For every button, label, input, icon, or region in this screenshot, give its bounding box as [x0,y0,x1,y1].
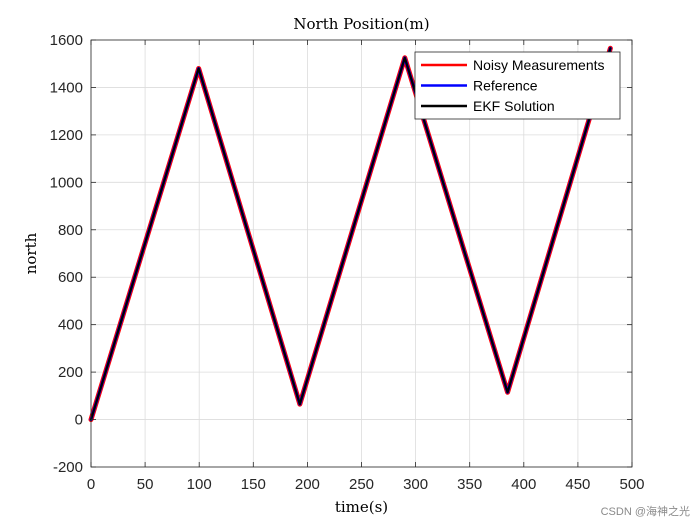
x-tick-label: 0 [87,476,95,493]
y-tick-label: 0 [75,412,83,429]
watermark-text: CSDN @海神之光 [600,506,690,518]
y-axis-label: north [22,232,40,274]
legend-label-noisy-measurements: Noisy Measurements [473,57,605,73]
y-tick-label: 1000 [50,174,83,191]
x-tick-label: 500 [619,476,644,493]
y-tick-label: 1600 [50,32,83,49]
y-tick-label: 1400 [50,79,83,96]
x-tick-label: 250 [349,476,374,493]
y-tick-label: 800 [58,222,83,239]
x-axis-label: time(s) [335,498,388,516]
x-tick-label: 300 [403,476,428,493]
y-tick-label: -200 [53,459,83,476]
x-tick-label: 400 [511,476,536,493]
axis-ticks: 0 50 100 150 200 250 300 350 400 450 500-200020040… [50,32,645,493]
chart-title: North Position(m) [293,15,429,33]
x-tick-label: 150 [241,476,266,493]
series-layer [88,45,613,423]
y-tick-label: 400 [58,317,83,334]
x-tick-label: 200 [295,476,320,493]
y-tick-label: 600 [58,269,83,286]
x-tick-label: 350 [457,476,482,493]
legend-label-ekf-solution: EKF Solution [473,98,555,114]
legend-label-reference: Reference [473,78,538,94]
y-tick-label: 1200 [50,127,83,144]
legend: Noisy Measurements Reference EKF Solution [414,51,621,120]
x-tick-label: 100 [187,476,212,493]
series-line-ekf-solution [89,47,612,421]
x-tick-label: 50 [137,476,154,493]
x-tick-label: 450 [565,476,590,493]
y-tick-label: 200 [58,364,83,381]
